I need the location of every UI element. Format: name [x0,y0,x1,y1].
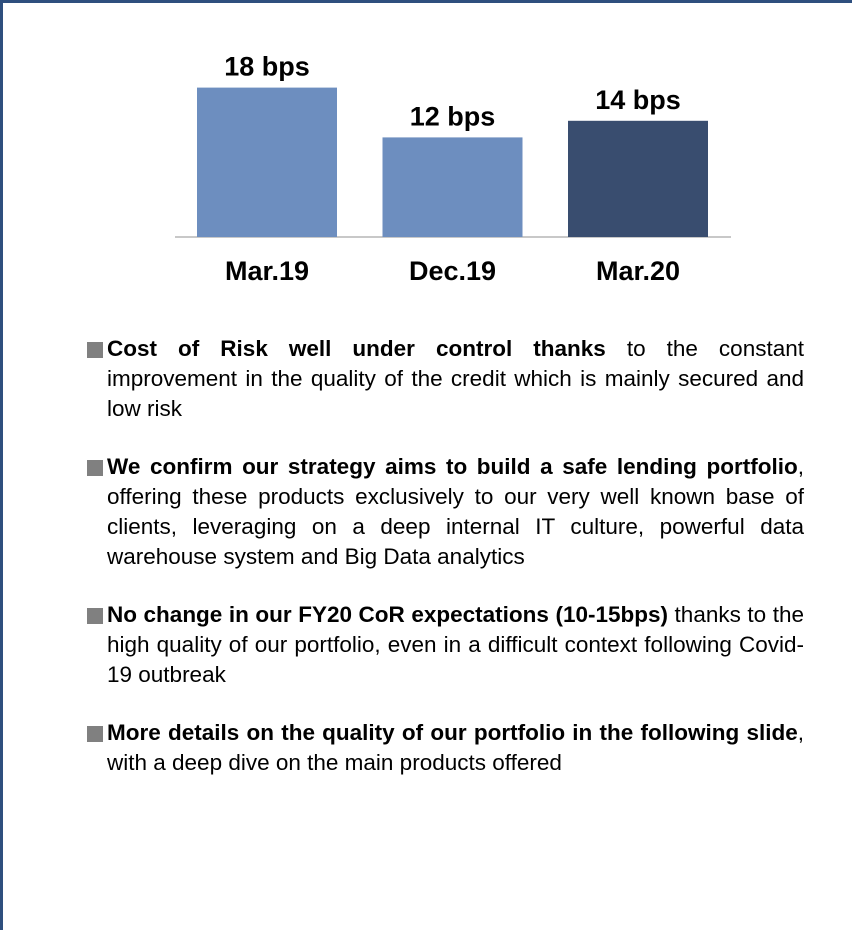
chart: 18 bps Mar.19 12 bps Dec.19 14 bps Mar.20 [175,52,731,286]
bullet-text: , with a deep dive on the main products … [107,720,804,775]
bullet-icon [87,342,103,358]
bullet-bold-text: More details on the quality of our portf… [107,720,798,745]
category-label: Mar.20 [596,256,680,286]
value-label: 18 bps [224,52,310,82]
value-label: 14 bps [595,85,681,115]
bullet-text: thanks to the high quality of our portfo… [107,602,804,687]
bar [568,120,708,237]
bullet-bold-text: We confirm our strategy aims to build a … [107,454,798,479]
bullet-icon [87,726,103,742]
bullet: More details on the quality of our portf… [82,718,804,778]
bullet: Cost of Risk well under control thanks t… [82,334,804,424]
bullet: We confirm our strategy aims to build a … [82,452,804,572]
value-label: 12 bps [410,101,496,131]
bullet: No change in our FY20 CoR expectations (… [82,600,804,690]
bullet-bold-text: No change in our FY20 CoR expectations (… [107,602,668,627]
bullet-text: to the constant improvement in the quali… [107,336,804,421]
bullet-icon [87,608,103,624]
category-label: Mar.19 [225,256,309,286]
bullet-text: , offering these products exclusively to… [107,454,804,569]
border-top [0,0,852,3]
bullet-icon [87,460,103,476]
bullet-bold-text: Cost of Risk well under control thanks [107,336,606,361]
category-label: Dec.19 [409,256,496,286]
bar [197,87,337,237]
border-left [0,0,3,930]
bar [382,137,523,237]
bullet-list: Cost of Risk well under control thanks t… [82,334,804,806]
